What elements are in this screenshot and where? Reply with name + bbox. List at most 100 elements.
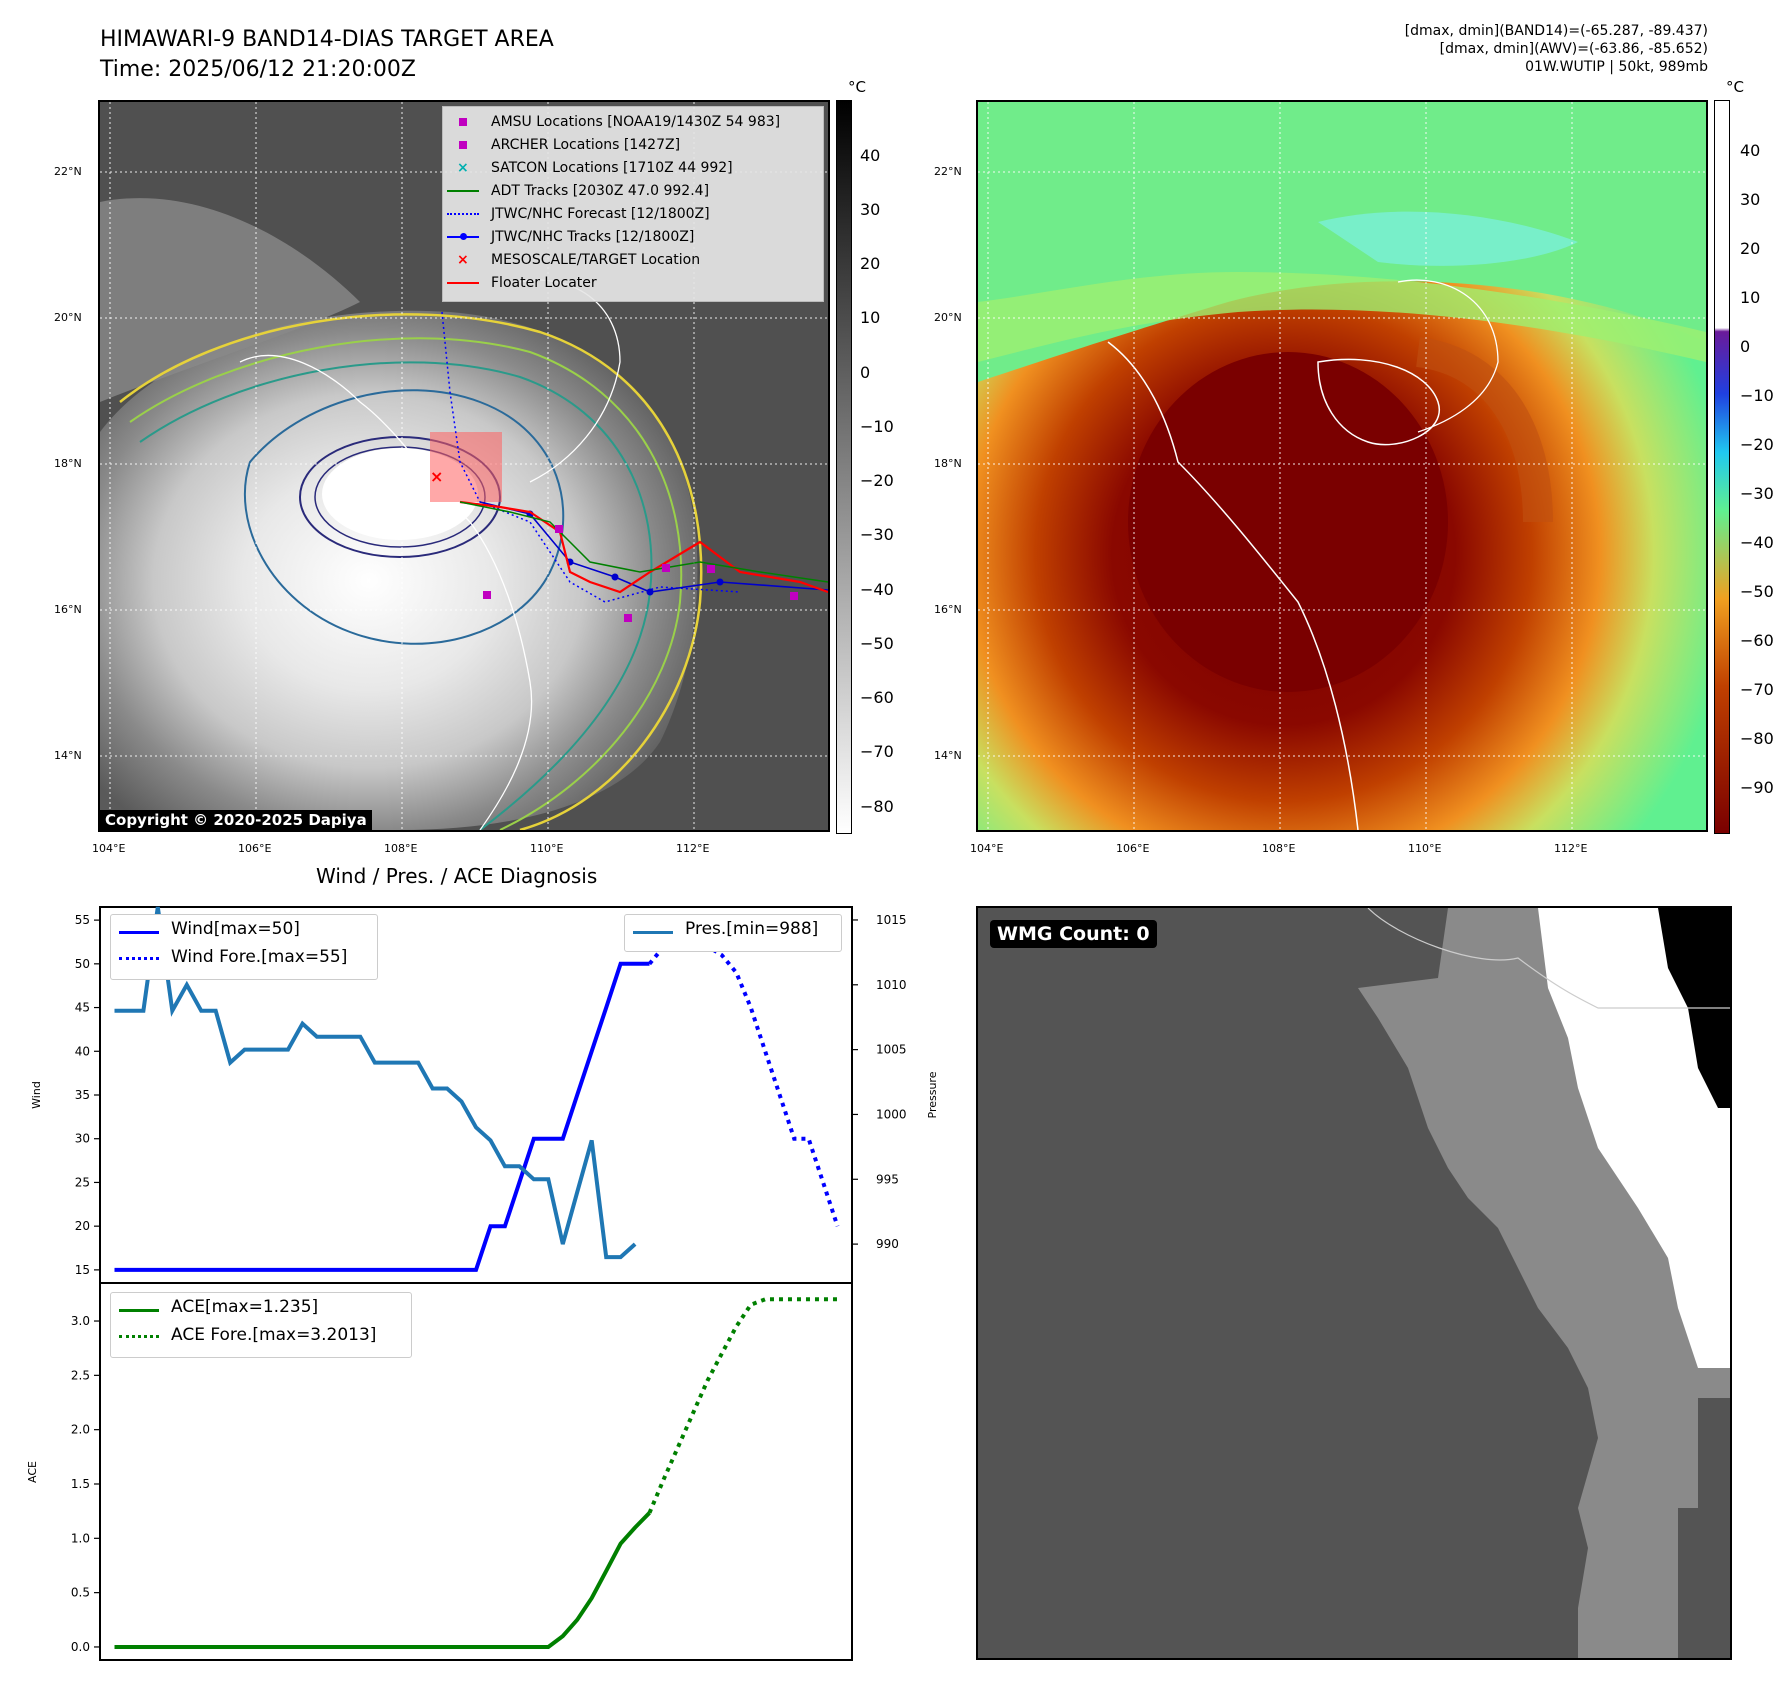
awv-colorbar-tick: 20 [1740,239,1761,258]
awv-colorbar-tick: −40 [1740,533,1774,552]
ace-tick-label: 3.0 [71,1314,90,1328]
wind-tick-label: 15 [75,1263,90,1277]
ir-colorbar-tick: −30 [860,525,894,544]
lat-tick: 18°N [934,457,962,470]
awv-colorbar-tick: −20 [1740,435,1774,454]
awv-colorbar-tick: −10 [1740,386,1774,405]
pressure-tick-label: 990 [876,1237,899,1251]
solid-line-icon [119,931,159,934]
wmg-panel: WMG Count: 0 [976,906,1732,1660]
pressure-tick-label: 1000 [876,1107,907,1121]
awv-colorbar-tick: 30 [1740,190,1761,209]
ir-colorbar-tick: −10 [860,417,894,436]
lat-tick: 14°N [934,749,962,762]
jtwc-forecast-track [441,311,741,603]
pressure-tick-label: 995 [876,1172,899,1186]
awv-colorbar-tick: −70 [1740,680,1774,699]
lon-tick: 106°E [238,842,272,855]
map-legend: AMSU Locations [NOAA19/1430Z 54 983] ARC… [442,106,824,302]
lon-tick: 108°E [384,842,418,855]
page-subtitle-time: Time: 2025/06/12 21:20:00Z [100,57,416,82]
lon-tick: 110°E [530,842,564,855]
pressure-tick-label: 1015 [876,913,907,927]
wind-tick-label: 50 [75,957,90,971]
wmg-image [978,908,1730,1658]
ace-forecast-series-line [647,1297,838,1514]
lon-tick: 104°E [92,842,126,855]
meta-storm: 01W.WUTIP | 50kt, 989mb [1525,59,1708,75]
wind-series-line [114,961,650,1272]
amsu-archer-markers [483,525,798,622]
ir-colorbar-tick: −60 [860,688,894,707]
mesoscale-target-marker: × [430,467,443,486]
awv-colorbar-tick: −50 [1740,582,1774,601]
ace-tick-label: 2.0 [71,1423,90,1437]
diagnosis-chart: 15 20 25 30 35 40 45 50 55 990 995 1000 1005 1010 101… [26,906,939,1661]
ir-colorbar-tick: −70 [860,742,894,761]
ace-tick-label: 0.5 [71,1586,90,1600]
x-marker-icon: × [457,252,469,268]
wind-tick-label: 35 [75,1088,90,1102]
ace-tick-label: 0.0 [71,1640,90,1654]
diagnosis-title: Wind / Pres. / ACE Diagnosis [316,864,598,888]
solid-line-icon [633,931,673,934]
wind-tick-label: 55 [75,913,90,927]
dotted-line-icon [447,213,479,215]
x-marker-icon: × [457,160,469,176]
wind-ylabel: Wind [30,1081,43,1109]
ir-colorbar [836,100,852,834]
wind-tick-label: 40 [75,1044,90,1058]
lat-tick: 18°N [54,457,82,470]
page-title: HIMAWARI-9 BAND14-DIAS TARGET AREA [100,27,554,52]
awv-colorbar-tick: −90 [1740,778,1774,797]
point-marker-icon [460,233,467,240]
ir-colorbar-tick: −20 [860,471,894,490]
awv-colorbar-tick: 40 [1740,141,1761,160]
floater-locater-track [459,500,828,594]
wind-tick-label: 30 [75,1132,90,1146]
lon-tick: 112°E [676,842,710,855]
lat-tick: 14°N [54,749,82,762]
pressure-tick-label: 1005 [876,1043,907,1057]
ace-tick-label: 1.0 [71,1531,90,1545]
wmg-count-label: WMG Count: 0 [990,920,1157,948]
lat-tick: 22°N [54,165,82,178]
awv-colorbar-tick: −80 [1740,729,1774,748]
pressure-ylabel: Pressure [926,1071,939,1118]
ace-frame [99,1282,853,1661]
lat-tick: 16°N [934,603,962,616]
awv-colorbar-unit: °C [1726,78,1744,96]
pressure-yaxis-ticks: 990 995 1000 1005 1010 1015 [852,913,907,1251]
wind-forecast-series-line [647,917,840,1227]
wind-tick-label: 25 [75,1175,90,1189]
ace-legend: ACE[max=1.235] ACE Fore.[max=3.2013] [110,1292,412,1358]
wind-tick-label: 20 [75,1219,90,1233]
ir-colorbar-tick: −50 [860,634,894,653]
lon-tick: 106°E [1116,842,1150,855]
ir-colorbar-tick: 10 [860,308,881,327]
lon-tick: 110°E [1408,842,1442,855]
square-marker-icon [459,118,467,126]
ir-colorbar-tick: −40 [860,580,894,599]
awv-colorbar-tick: 0 [1740,337,1751,356]
pressure-series-line [114,906,637,1260]
ace-series-line [114,1511,651,1649]
awv-colorbar-tick: 10 [1740,288,1761,307]
ir-colorbar-tick: 0 [860,363,871,382]
wind-legend: Wind[max=50] Wind Fore.[max=55] [110,914,378,980]
ace-yaxis-ticks: 0.0 0.5 1.0 1.5 2.0 2.5 3.0 [71,1314,100,1654]
lat-tick: 20°N [934,311,962,324]
header-meta: [dmax, dmin](BAND14)=(-65.287, -89.437) … [1405,22,1708,76]
ace-series [114,1297,838,1649]
lat-tick: 20°N [54,311,82,324]
awv-colorbar-tick: −60 [1740,631,1774,650]
adt-track [459,501,828,583]
wind-yaxis-ticks: 15 20 25 30 35 40 45 50 55 [75,913,100,1277]
solid-line-icon [119,1309,159,1312]
copyright-label: Copyright © 2020-2025 Dapiya [100,810,372,830]
meta-awv: [dmax, dmin](AWV)=(-63.86, -85.652) [1439,41,1708,57]
awv-colorbar [1714,100,1730,834]
ir-colorbar-tick: −80 [860,797,894,816]
ace-ylabel: ACE [26,1461,39,1483]
ir-colorbar-unit: °C [848,78,866,96]
